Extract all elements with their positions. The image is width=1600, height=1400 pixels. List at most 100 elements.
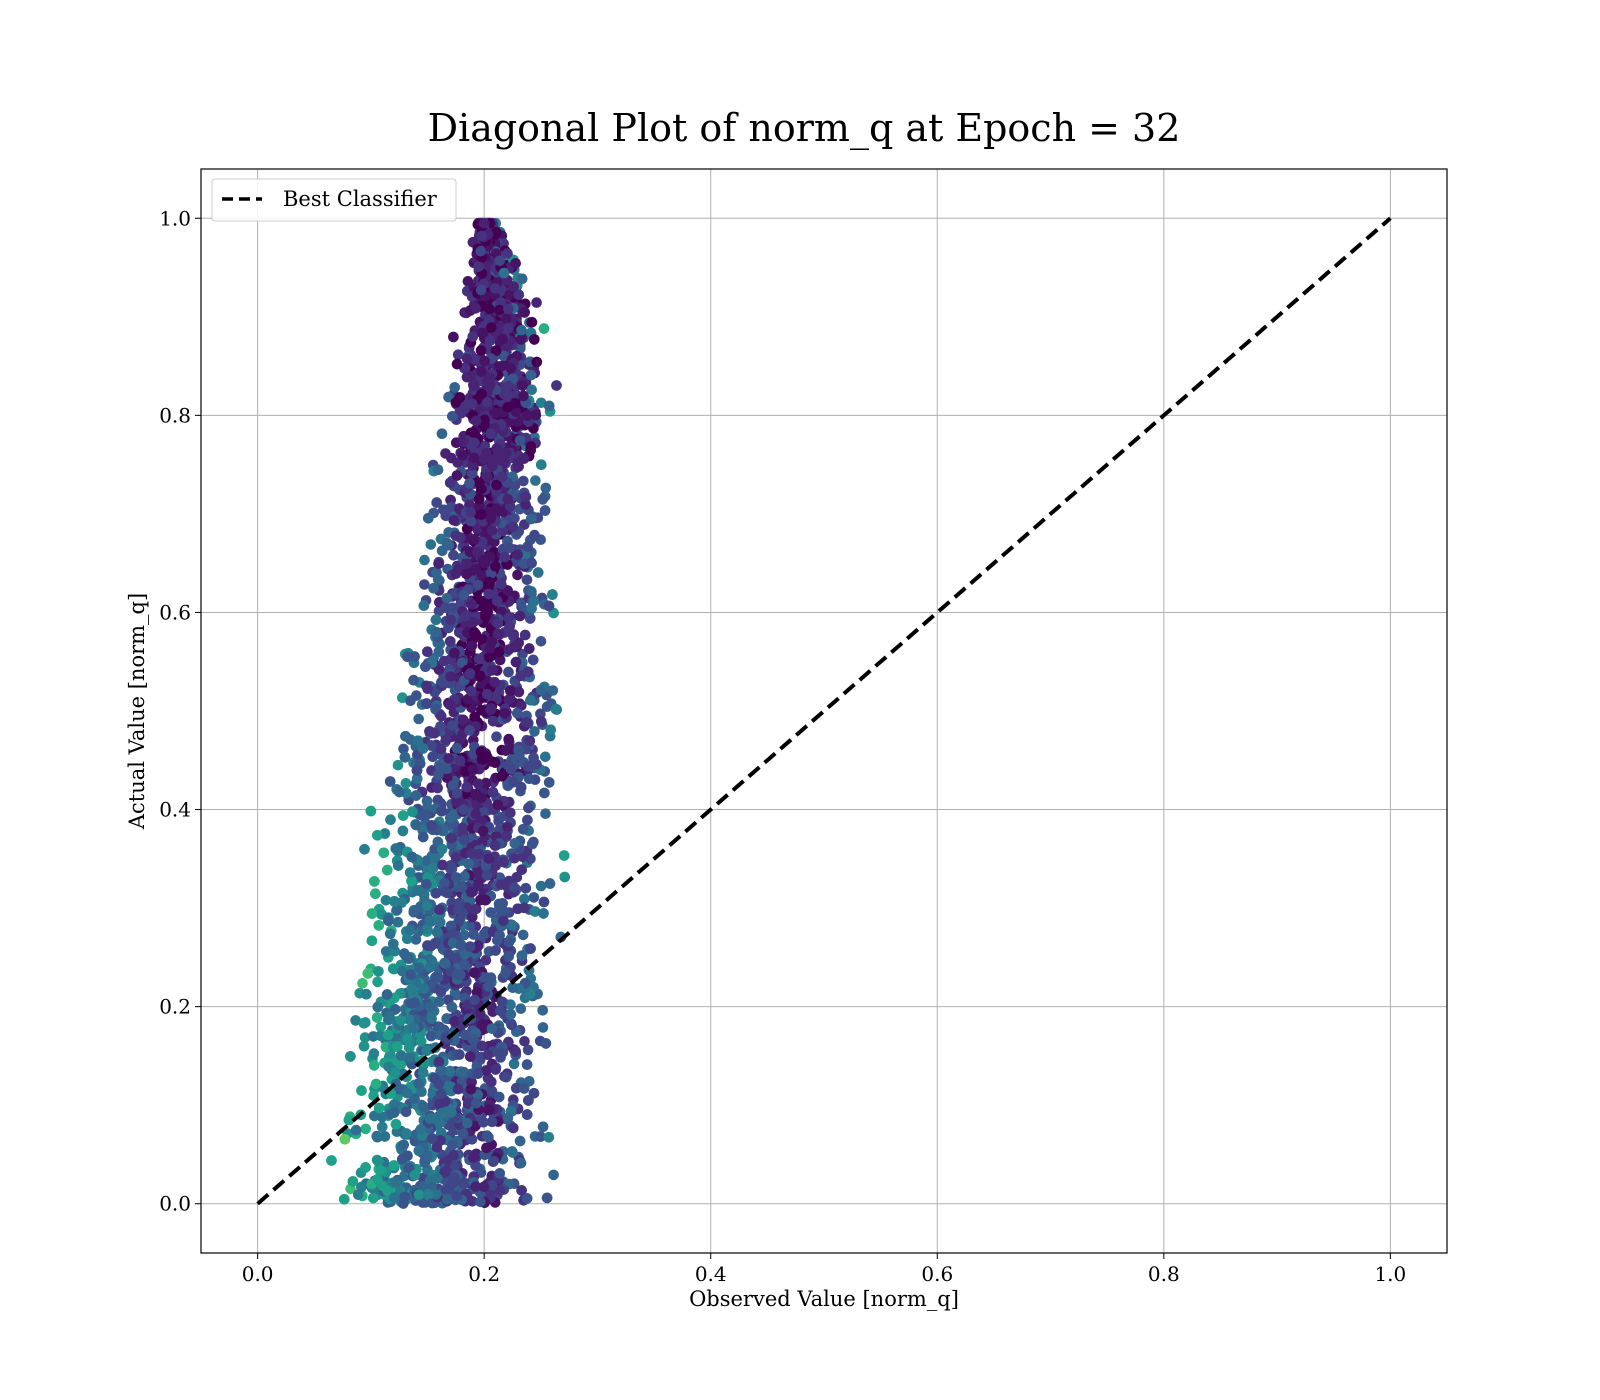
scatter-point — [372, 1001, 384, 1013]
scatter-point — [467, 427, 479, 438]
scatter-point — [476, 509, 487, 520]
scatter-point — [419, 579, 430, 590]
scatter-point — [388, 938, 399, 950]
scatter-point — [519, 1036, 530, 1047]
scatter-point — [530, 409, 542, 421]
scatter-point — [519, 307, 530, 318]
scatter-point — [480, 611, 491, 622]
scatter-point — [488, 1155, 500, 1167]
scatter-point — [446, 1001, 458, 1013]
scatter-point — [409, 1093, 420, 1105]
scatter-point — [498, 350, 510, 362]
scatter-point — [431, 497, 443, 508]
scatter-point — [397, 692, 408, 703]
scatter-point — [487, 786, 499, 798]
scatter-point — [392, 916, 404, 928]
scatter-point — [417, 831, 429, 843]
scatter-point — [470, 808, 482, 820]
scatter-point — [395, 1059, 406, 1071]
scatter-point — [523, 802, 534, 814]
scatter-point — [415, 1036, 427, 1047]
scatter-point — [537, 1005, 548, 1016]
scatter-point — [513, 686, 525, 698]
scatter-point — [418, 889, 430, 900]
scatter-point — [360, 1162, 371, 1173]
scatter-point — [494, 1168, 506, 1179]
scatter-point — [385, 814, 396, 825]
scatter-point — [535, 397, 547, 409]
scatter-point — [347, 1176, 359, 1187]
scatter-point — [384, 776, 396, 787]
scatter-point — [537, 494, 548, 505]
scatter-point — [451, 872, 462, 883]
scatter-point — [475, 345, 487, 356]
scatter-point — [410, 790, 422, 801]
scatter-point — [493, 1091, 505, 1103]
scatter-point — [366, 908, 378, 919]
scatter-point — [424, 726, 435, 737]
scatter-point — [452, 457, 464, 468]
scatter-point — [486, 1180, 498, 1191]
scatter-point — [502, 1112, 514, 1124]
scatter-point — [531, 759, 542, 770]
scatter-point — [467, 764, 479, 775]
scatter-point — [413, 1189, 425, 1200]
scatter-point — [404, 867, 416, 878]
scatter-point — [388, 1099, 400, 1110]
scatter-point — [547, 685, 559, 696]
scatter-point — [435, 1065, 447, 1077]
scatter-point — [515, 781, 527, 793]
scatter-point — [455, 939, 467, 951]
scatter-point — [473, 778, 484, 790]
scatter-point — [529, 726, 540, 737]
scatter-point — [464, 920, 476, 931]
scatter-point — [434, 916, 446, 928]
scatter-point — [466, 1134, 478, 1145]
scatter-point — [518, 558, 530, 570]
scatter-point — [356, 1085, 367, 1096]
scatter-point — [526, 317, 538, 328]
scatter-point — [418, 600, 430, 611]
scatter-point — [359, 1032, 371, 1043]
scatter-point — [529, 529, 540, 541]
scatter-point — [505, 763, 517, 775]
scatter-point — [521, 1193, 533, 1204]
scatter-point — [372, 1174, 383, 1185]
scatter-point — [487, 454, 499, 466]
scatter-point — [484, 551, 496, 562]
scatter-point — [421, 698, 433, 709]
scatter-point — [454, 627, 465, 638]
scatter-point — [370, 1078, 382, 1090]
scatter-point — [535, 708, 546, 720]
scatter-point — [454, 1049, 465, 1060]
scatter-point — [397, 825, 409, 837]
scatter-point — [485, 428, 497, 440]
scatter-point — [529, 906, 541, 917]
scatter-point — [503, 644, 515, 655]
scatter-point — [408, 674, 419, 686]
scatter-point — [456, 1075, 468, 1087]
scatter-point — [420, 661, 431, 672]
scatter-point — [391, 904, 403, 916]
scatter-point — [461, 399, 472, 411]
scatter-point — [432, 971, 444, 983]
scatter-point — [358, 1017, 370, 1029]
scatter-point — [510, 656, 522, 668]
scatter-point — [535, 880, 547, 892]
scatter-point — [458, 1177, 469, 1189]
scatter-point — [423, 513, 434, 524]
scatter-point — [435, 743, 447, 755]
scatter-point — [513, 637, 524, 648]
scatter-point — [538, 908, 549, 919]
scatter-point — [528, 892, 540, 903]
scatter-point — [517, 929, 529, 941]
scatter-point — [475, 1196, 486, 1208]
scatter-point — [434, 1117, 445, 1129]
scatter-point — [370, 888, 381, 899]
scatter-point — [494, 304, 505, 316]
scatter-point — [522, 541, 533, 552]
scatter-point — [440, 510, 452, 522]
scatter-point — [457, 1128, 469, 1139]
scatter-point — [522, 814, 533, 826]
scatter-point — [421, 855, 433, 866]
